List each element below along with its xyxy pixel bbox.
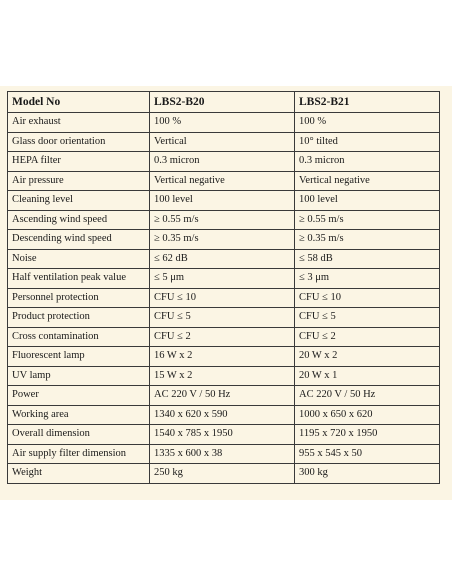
spec-label-cell: Power — [7, 385, 150, 406]
lbs2-b21-value-cell: ≤ 58 dB — [294, 248, 440, 269]
spec-label-cell: Noise — [7, 248, 150, 269]
table-row: UV lamp 15 W x 2 20 W x 1 — [7, 365, 440, 386]
lbs2-b21-value-cell: 0.3 micron — [294, 151, 440, 172]
lbs2-b20-value-cell: 0.3 micron — [149, 151, 295, 172]
table-row: Ascending wind speed ≥ 0.55 m/s ≥ 0.55 m/s — [7, 209, 440, 230]
lbs2-b21-value-cell: Vertical negative — [294, 170, 440, 191]
lbs2-b21-value-cell: CFU ≤ 5 — [294, 307, 440, 328]
table-row: Air exhaust 100 % 100 % — [7, 112, 440, 133]
table-row: Power AC 220 V / 50 Hz AC 220 V / 50 Hz — [7, 385, 440, 406]
spec-label-cell: Half ventilation peak value — [7, 268, 150, 289]
lbs2-b21-value-cell: 100 level — [294, 190, 440, 211]
lbs2-b21-value-cell: 10° tilted — [294, 131, 440, 152]
lbs2-b21-value-cell: 1195 x 720 x 1950 — [294, 424, 440, 445]
lbs2-b20-value-cell: Vertical — [149, 131, 295, 152]
lbs2-b21-value-cell: ≥ 0.35 m/s — [294, 229, 440, 250]
lbs2-b21-value-cell: CFU ≤ 10 — [294, 287, 440, 308]
spec-table: Model No LBS2-B20 LBS2-B21 Air exhaust 10… — [7, 91, 440, 484]
lbs2-b20-value-cell: CFU ≤ 10 — [149, 287, 295, 308]
spec-label-cell: Air pressure — [7, 170, 150, 191]
spec-label-cell: Working area — [7, 404, 150, 425]
header-lbs2-b21: LBS2-B21 — [294, 91, 440, 113]
table-row: Product protection CFU ≤ 5 CFU ≤ 5 — [7, 307, 440, 328]
header-model-no: Model No — [7, 91, 150, 113]
lbs2-b20-value-cell: 1540 x 785 x 1950 — [149, 424, 295, 445]
lbs2-b20-value-cell: 250 kg — [149, 463, 295, 484]
table-row: Working area 1340 x 620 x 590 1000 x 650 x… — [7, 404, 440, 425]
spec-label-cell: Air exhaust — [7, 112, 150, 133]
lbs2-b21-value-cell: 300 kg — [294, 463, 440, 484]
lbs2-b20-value-cell: ≤ 5 μm — [149, 268, 295, 289]
spec-sheet: Model No LBS2-B20 LBS2-B21 Air exhaust 10… — [0, 86, 452, 500]
table-row: Overall dimension 1540 x 785 x 1950 1195 x… — [7, 424, 440, 445]
lbs2-b20-value-cell: 100 % — [149, 112, 295, 133]
spec-label-cell: Air supply filter dimension — [7, 443, 150, 464]
spec-label-cell: Glass door orientation — [7, 131, 150, 152]
spec-label-cell: Product protection — [7, 307, 150, 328]
lbs2-b20-value-cell: Vertical negative — [149, 170, 295, 191]
spec-label-cell: Cleaning level — [7, 190, 150, 211]
table-row: Cross contamination CFU ≤ 2 CFU ≤ 2 — [7, 326, 440, 347]
lbs2-b20-value-cell: ≤ 62 dB — [149, 248, 295, 269]
header-lbs2-b20: LBS2-B20 — [149, 91, 295, 113]
table-row: Noise ≤ 62 dB ≤ 58 dB — [7, 248, 440, 269]
spec-body: Air exhaust 100 % 100 % Glass door orientat… — [7, 112, 440, 484]
lbs2-b20-value-cell: 16 W x 2 — [149, 346, 295, 367]
table-row: Personnel protection CFU ≤ 10 CFU ≤ 10 — [7, 287, 440, 308]
table-row: Air supply filter dimension 1335 x 600 x … — [7, 443, 440, 464]
table-row: Glass door orientation Vertical 10° tilted — [7, 131, 440, 152]
spec-label-cell: Descending wind speed — [7, 229, 150, 250]
lbs2-b21-value-cell: 1000 x 650 x 620 — [294, 404, 440, 425]
spec-label-cell: Ascending wind speed — [7, 209, 150, 230]
lbs2-b20-value-cell: CFU ≤ 5 — [149, 307, 295, 328]
spec-label-cell: UV lamp — [7, 365, 150, 386]
spec-label-cell: Cross contamination — [7, 326, 150, 347]
header-row: Model No LBS2-B20 LBS2-B21 — [7, 91, 440, 113]
lbs2-b21-value-cell: 100 % — [294, 112, 440, 133]
table-row: Fluorescent lamp 16 W x 2 20 W x 2 — [7, 346, 440, 367]
lbs2-b20-value-cell: ≥ 0.55 m/s — [149, 209, 295, 230]
spec-label-cell: Fluorescent lamp — [7, 346, 150, 367]
lbs2-b21-value-cell: ≤ 3 μm — [294, 268, 440, 289]
table-row: HEPA filter 0.3 micron 0.3 micron — [7, 151, 440, 172]
table-row: Half ventilation peak value ≤ 5 μm ≤ 3 μm — [7, 268, 440, 289]
lbs2-b20-value-cell: ≥ 0.35 m/s — [149, 229, 295, 250]
lbs2-b21-value-cell: ≥ 0.55 m/s — [294, 209, 440, 230]
spec-label-cell: Weight — [7, 463, 150, 484]
lbs2-b20-value-cell: CFU ≤ 2 — [149, 326, 295, 347]
table-row: Weight 250 kg 300 kg — [7, 463, 440, 484]
lbs2-b20-value-cell: AC 220 V / 50 Hz — [149, 385, 295, 406]
lbs2-b20-value-cell: 1340 x 620 x 590 — [149, 404, 295, 425]
spec-label-cell: Overall dimension — [7, 424, 150, 445]
table-row: Descending wind speed ≥ 0.35 m/s ≥ 0.35 m/… — [7, 229, 440, 250]
lbs2-b20-value-cell: 1335 x 600 x 38 — [149, 443, 295, 464]
lbs2-b21-value-cell: 20 W x 2 — [294, 346, 440, 367]
lbs2-b21-value-cell: 955 x 545 x 50 — [294, 443, 440, 464]
lbs2-b21-value-cell: AC 220 V / 50 Hz — [294, 385, 440, 406]
lbs2-b20-value-cell: 100 level — [149, 190, 295, 211]
lbs2-b21-value-cell: 20 W x 1 — [294, 365, 440, 386]
lbs2-b21-value-cell: CFU ≤ 2 — [294, 326, 440, 347]
spec-label-cell: HEPA filter — [7, 151, 150, 172]
table-row: Cleaning level 100 level 100 level — [7, 190, 440, 211]
lbs2-b20-value-cell: 15 W x 2 — [149, 365, 295, 386]
table-row: Air pressure Vertical negative Vertical ne… — [7, 170, 440, 191]
spec-label-cell: Personnel protection — [7, 287, 150, 308]
